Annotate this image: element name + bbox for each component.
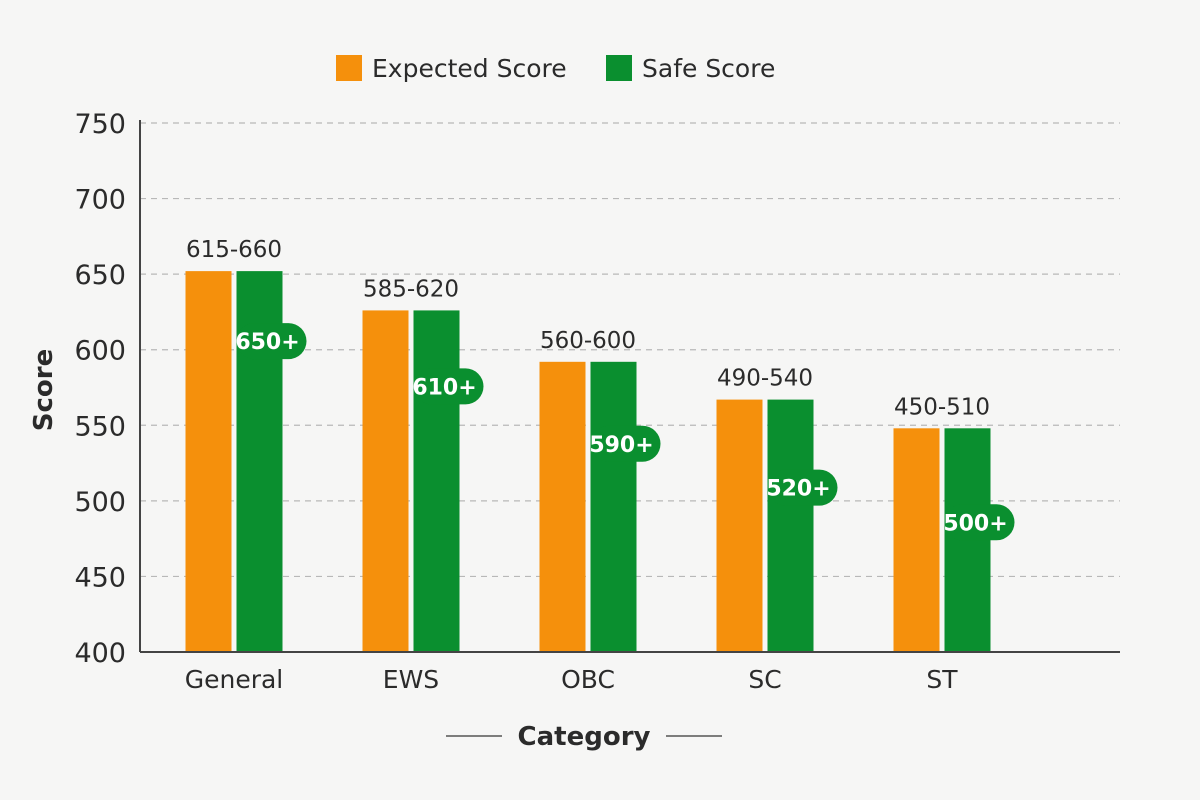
y-axis-title: Score: [29, 349, 59, 431]
expected-range-label: 560-600: [540, 328, 636, 354]
legend: Expected Score Safe Score: [336, 54, 775, 83]
x-tick-label: General: [185, 665, 284, 694]
y-tick-label: 600: [74, 336, 126, 367]
bar-expected-ews: [362, 310, 409, 652]
safe-score-badge: [590, 425, 661, 462]
safe-score-label: 610+: [412, 375, 476, 400]
y-tick-label: 500: [74, 487, 126, 518]
expected-range-label: 490-540: [717, 366, 813, 392]
expected-range-label: 615-660: [186, 237, 282, 263]
safe-score-label: 500+: [943, 511, 1007, 536]
y-tick-label: 450: [74, 562, 126, 593]
safe-score-label: 520+: [766, 477, 830, 502]
safe-score-badge: [236, 323, 307, 360]
x-axis-title-group: Category: [446, 722, 722, 752]
x-tick-label: OBC: [561, 665, 615, 694]
safe-score-label: 650+: [235, 330, 299, 355]
data-labels: 615-660 650+ 585-620 610+ 560-600 590+ 490-540…: [186, 237, 1015, 541]
bar-safe-ews: [413, 310, 460, 652]
safe-score-label: 590+: [589, 433, 653, 458]
x-tick-label: EWS: [383, 665, 439, 694]
bar-safe-sc: [767, 399, 814, 652]
y-tick-label: 650: [74, 260, 126, 291]
x-axis-title: Category: [518, 722, 651, 752]
safe-score-badge: [767, 469, 838, 506]
x-axis-ticks: General EWS OBC SC ST: [185, 665, 959, 694]
x-tick-label: ST: [926, 665, 958, 694]
y-axis-ticks: 400 450 500 550 600 650 700 750: [74, 109, 126, 669]
y-tick-label: 700: [74, 185, 126, 216]
bar-expected-general: [185, 271, 232, 652]
expected-range-label: 450-510: [894, 394, 990, 420]
y-tick-label: 750: [74, 109, 126, 140]
legend-label-expected: Expected Score: [372, 54, 567, 83]
bar-expected-obc: [539, 361, 586, 652]
safe-score-badge: [944, 504, 1015, 541]
x-tick-label: SC: [748, 665, 781, 694]
legend-swatch-safe: [606, 55, 632, 81]
y-tick-label: 550: [74, 411, 126, 442]
y-tick-label: 400: [74, 638, 126, 669]
bar-safe-obc: [590, 361, 637, 652]
legend-label-safe: Safe Score: [642, 54, 775, 83]
bars: [185, 271, 991, 652]
expected-range-label: 585-620: [363, 276, 459, 302]
bar-expected-sc: [716, 399, 763, 652]
bar-expected-st: [893, 428, 940, 652]
safe-score-badge: [413, 368, 484, 405]
legend-swatch-expected: [336, 55, 362, 81]
